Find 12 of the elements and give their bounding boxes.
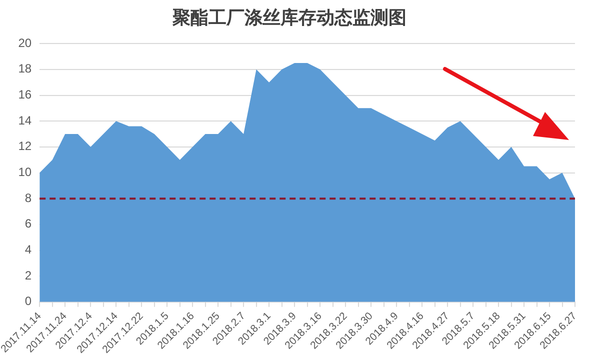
y-tick-label: 20: [18, 36, 32, 50]
chart-title: 聚酯工厂涤丝库存动态监测图: [172, 7, 406, 28]
y-tick-label: 10: [18, 165, 32, 180]
y-tick-label: 16: [18, 88, 32, 102]
y-tick-label: 0: [24, 294, 32, 308]
y-tick-label: 8: [24, 190, 32, 205]
y-tick-label: 18: [18, 62, 32, 76]
y-tick-label: 2: [24, 268, 32, 282]
y-tick-label: 6: [24, 216, 32, 231]
y-tick-label: 4: [24, 242, 32, 257]
y-tick-label: 12: [18, 139, 32, 154]
y-tick-label: 14: [18, 113, 32, 128]
